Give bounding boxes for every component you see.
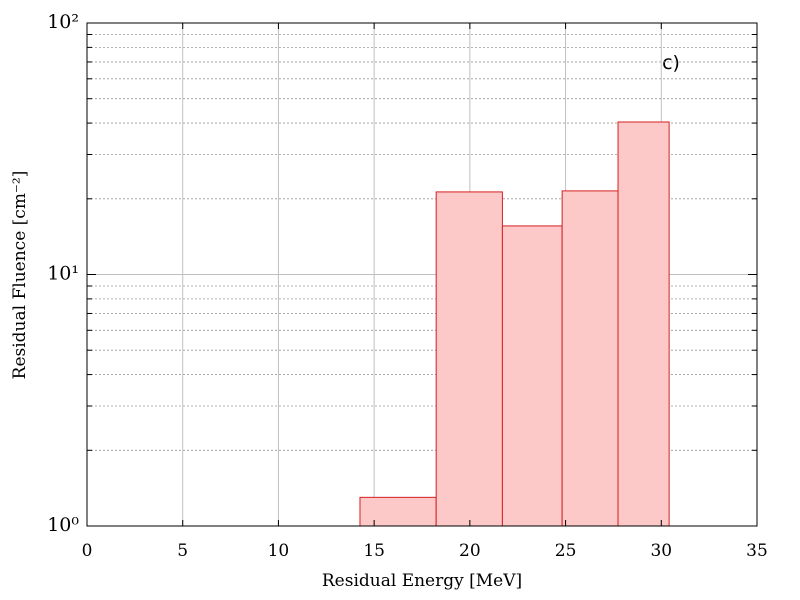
y-tick-label: 10⁰	[47, 514, 79, 536]
bar	[501, 225, 563, 527]
y-tick-label: 10²	[47, 11, 79, 33]
bar	[359, 496, 437, 527]
x-axis-label: Residual Energy [MeV]	[322, 571, 522, 591]
x-tick-label: 5	[177, 541, 188, 561]
x-tick-label: 30	[650, 541, 672, 561]
x-tick-label: 0	[82, 541, 93, 561]
bar	[435, 191, 503, 527]
bar	[617, 121, 670, 527]
x-tick-label: 35	[746, 541, 768, 561]
annotation: c)	[662, 52, 680, 74]
bar	[561, 190, 619, 527]
x-tick-label: 15	[363, 541, 385, 561]
x-tick-label: 10	[268, 541, 290, 561]
x-tick-label: 25	[555, 541, 577, 561]
y-tick-label: 10¹	[47, 263, 79, 285]
y-axis-label: Residual Fluence [cm⁻²]	[10, 171, 30, 380]
x-tick-label: 20	[459, 541, 481, 561]
